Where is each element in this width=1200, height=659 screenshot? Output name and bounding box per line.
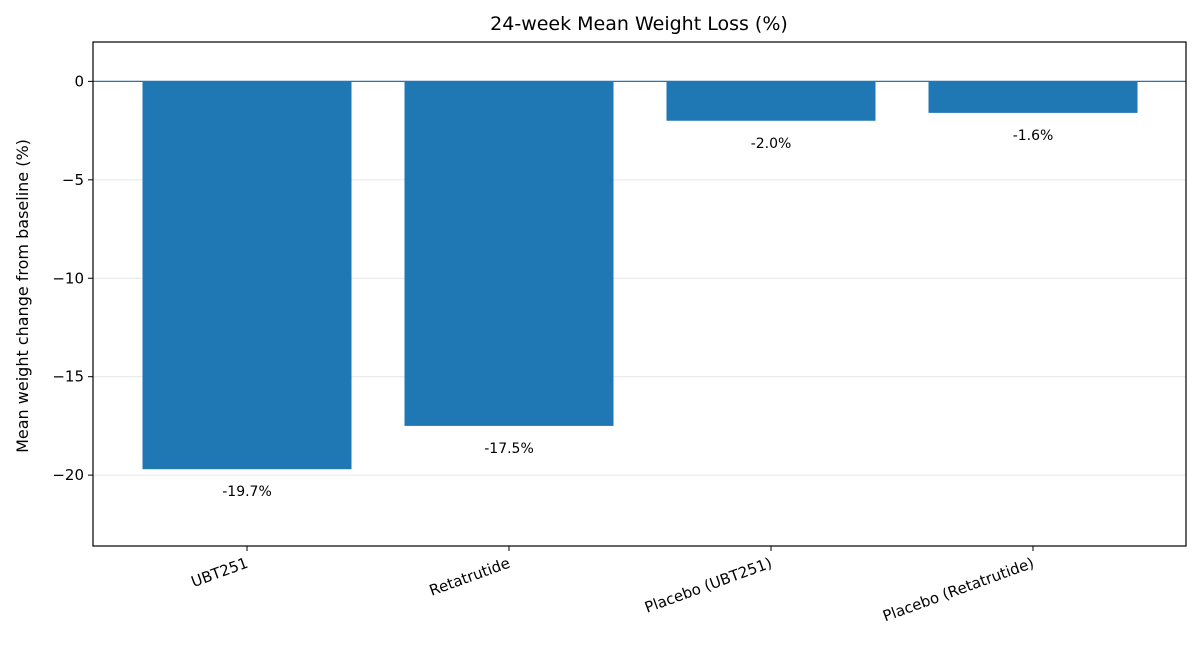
y-axis: 0 −5 −10 −15 −20 [52, 72, 93, 484]
bars [142, 81, 1138, 470]
data-label: -17.5% [484, 441, 534, 457]
y-tick-label: −10 [52, 269, 84, 287]
y-tick-label: −20 [52, 466, 84, 484]
x-tick-label: UBT251 [189, 554, 251, 591]
data-label: -19.7% [222, 484, 272, 500]
x-tick-label: Placebo (Retatrutide) [880, 554, 1036, 625]
bar [142, 81, 352, 470]
y-tick-label: −15 [52, 368, 84, 386]
x-tick-label: Retatrutide [427, 554, 512, 600]
plot-frame [92, 41, 1187, 547]
x-axis: UBT251 Retatrutide Placebo (UBT251) Placebo… [189, 546, 1036, 625]
chart-title: 24-week Mean Weight Loss (%) [490, 13, 788, 35]
data-labels: -19.7% -17.5% -2.0% -1.6% [222, 128, 1053, 500]
bar [666, 81, 876, 121]
data-label: -2.0% [751, 136, 792, 152]
x-tick-label: Placebo (UBT251) [642, 554, 774, 617]
y-axis-label: Mean weight change from baseline (%) [13, 139, 32, 453]
y-tick-label: 0 [74, 72, 84, 90]
data-label: -1.6% [1013, 128, 1054, 144]
bar [404, 81, 614, 426]
bar [928, 81, 1138, 113]
y-tick-label: −5 [62, 171, 84, 189]
